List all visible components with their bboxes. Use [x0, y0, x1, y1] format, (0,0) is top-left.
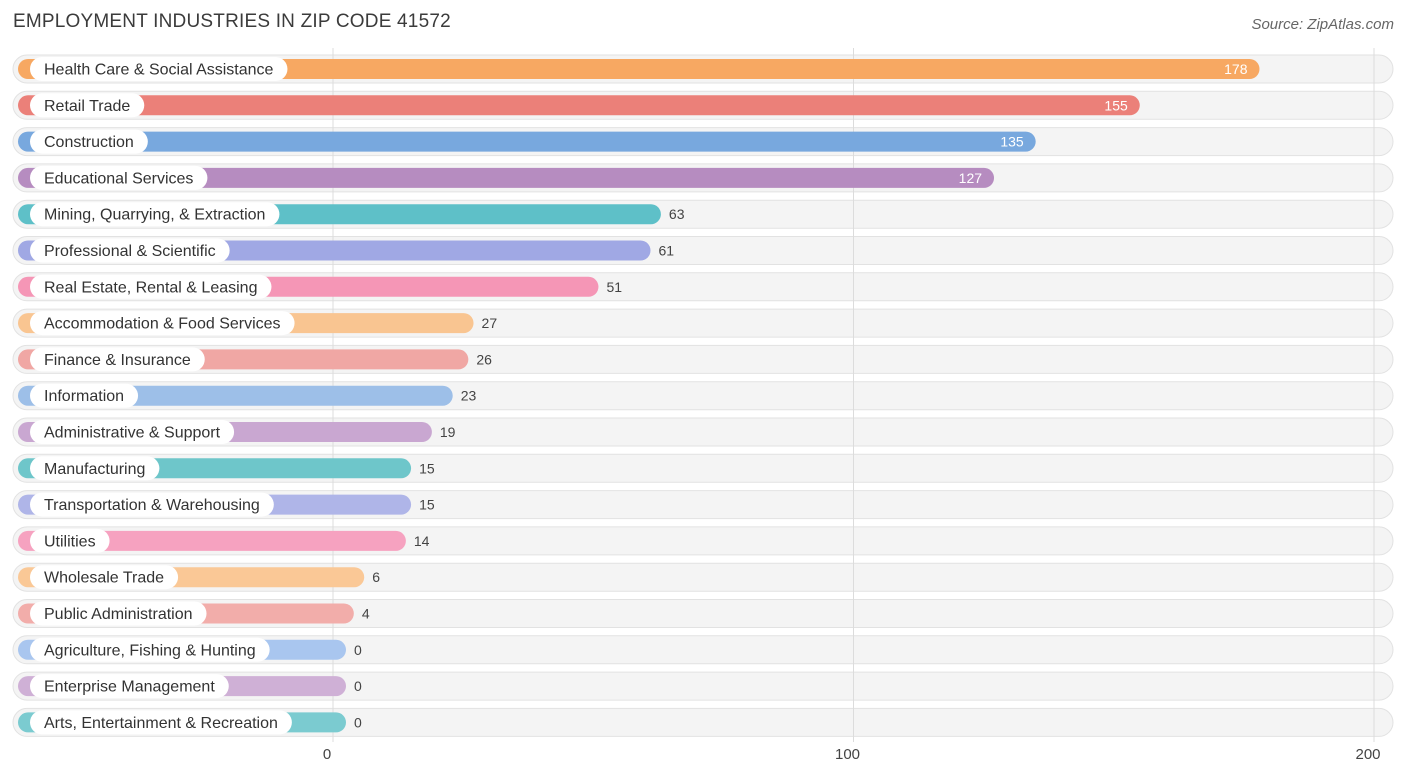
category-label-pill [30, 274, 272, 299]
bar [18, 167, 995, 188]
value-label: 135 [1000, 134, 1024, 150]
category-label: Administrative & Support [44, 425, 221, 442]
value-label: 127 [959, 170, 983, 186]
category-label: Agriculture, Fishing & Hunting [44, 642, 256, 659]
category-label: Accommodation & Food Services [44, 316, 281, 333]
value-label: 15 [419, 460, 435, 476]
category-label-pill [30, 165, 208, 190]
tick-label: 0 [323, 746, 331, 763]
category-label-pill [30, 129, 148, 154]
value-label: 4 [362, 606, 370, 622]
tick-label: 100 [835, 746, 860, 763]
category-label-pill [30, 311, 295, 336]
value-label: 63 [669, 206, 685, 222]
category-label-pill [30, 456, 160, 481]
value-label: 51 [606, 279, 622, 295]
bar [18, 530, 406, 551]
category-label: Educational Services [44, 170, 193, 187]
tick-label: 200 [1355, 746, 1380, 763]
category-label-pill [30, 601, 207, 626]
category-label-pill [30, 202, 280, 227]
category-label-pill [30, 492, 274, 517]
category-label: Finance & Insurance [44, 352, 191, 369]
category-label-pill [30, 347, 205, 372]
chart-title: EMPLOYMENT INDUSTRIES IN ZIP CODE 41572 [13, 11, 451, 32]
value-label: 6 [372, 569, 380, 585]
category-label-pill [30, 93, 145, 118]
category-label: Manufacturing [44, 461, 145, 478]
category-label-pill [30, 710, 292, 735]
value-label: 14 [414, 533, 430, 549]
category-label-pill [30, 637, 270, 662]
category-label: Real Estate, Rental & Leasing [44, 279, 257, 296]
bar [18, 59, 1260, 79]
row-track [12, 599, 1394, 628]
category-label: Public Administration [44, 606, 193, 623]
value-label: 0 [354, 642, 362, 658]
value-label: 61 [659, 243, 675, 259]
bar [18, 131, 1036, 152]
category-label: Construction [44, 134, 134, 151]
category-label-pill [30, 528, 110, 553]
category-label: Wholesale Trade [44, 570, 164, 587]
value-label: 19 [440, 424, 456, 440]
value-label: 15 [419, 497, 435, 513]
value-label: 23 [461, 388, 477, 404]
row-track [12, 707, 1394, 737]
chart-source: Source: ZipAtlas.com [1251, 16, 1394, 33]
category-label: Information [44, 388, 124, 405]
category-label-pill [30, 674, 229, 699]
category-label: Health Care & Social Assistance [44, 62, 274, 79]
row-track [12, 635, 1394, 665]
category-label-pill [30, 57, 288, 81]
category-label-pill [30, 238, 230, 263]
category-label: Mining, Quarrying, & Extraction [44, 207, 265, 224]
bar [18, 95, 1140, 116]
value-label: 155 [1104, 97, 1128, 113]
category-label: Retail Trade [44, 98, 130, 115]
category-label: Enterprise Management [44, 679, 215, 696]
value-label: 27 [482, 315, 498, 331]
category-label: Arts, Entertainment & Recreation [44, 715, 278, 732]
category-label-pill [30, 383, 139, 408]
row-track [12, 671, 1394, 701]
category-label: Transportation & Warehousing [44, 497, 260, 514]
category-label: Professional & Scientific [44, 243, 216, 260]
value-label: 0 [354, 714, 362, 730]
category-label: Utilities [44, 533, 96, 550]
value-label: 178 [1224, 61, 1248, 77]
category-label-pill [30, 565, 179, 590]
value-label: 26 [476, 351, 492, 367]
value-label: 0 [354, 678, 362, 694]
category-label-pill [30, 420, 235, 444]
